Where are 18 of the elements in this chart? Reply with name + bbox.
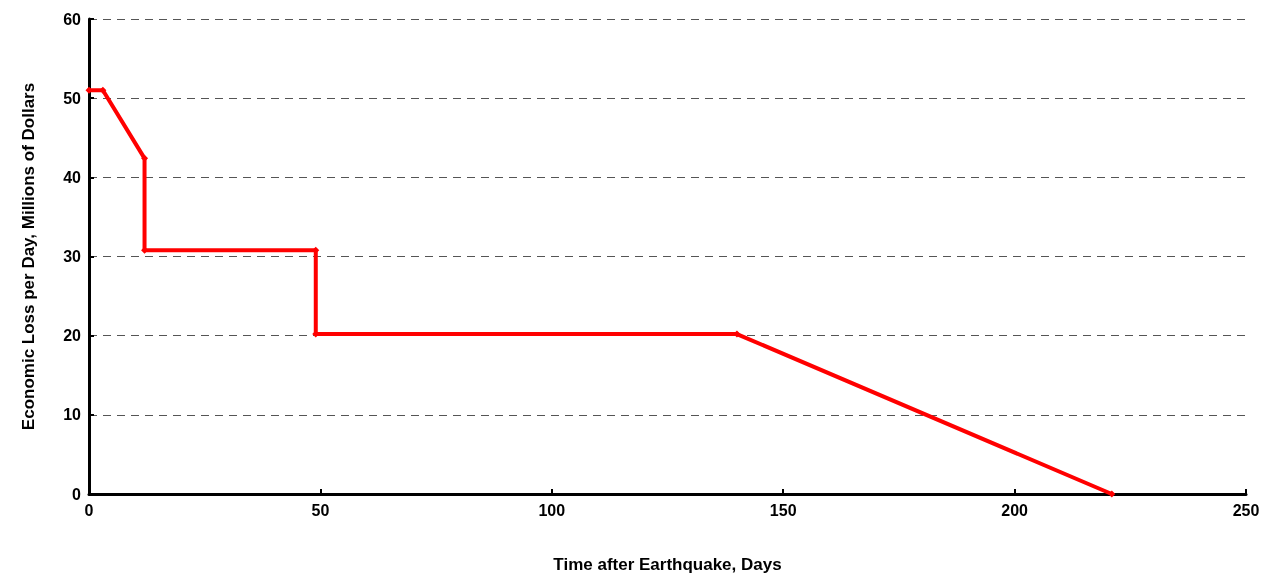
x-tick-label: 150: [769, 501, 797, 519]
y-tick-label: 50: [63, 89, 82, 107]
x-tick-label: 100: [538, 501, 566, 519]
y-tick-label: 40: [63, 168, 82, 186]
y-axis-title: Economic Loss per Day, Millions of Dollars: [19, 82, 38, 431]
point: [1108, 490, 1116, 498]
point: [312, 246, 320, 254]
x-tick-label: 200: [1001, 501, 1029, 519]
x-tick-label: 0: [84, 501, 94, 519]
x-tick-label: 50: [311, 501, 330, 519]
y-tick-label: 30: [63, 248, 82, 265]
point: [141, 154, 149, 162]
y-tick-label: 20: [63, 327, 82, 345]
y-tick-label: 0: [72, 485, 82, 503]
x-tick-label: 250: [1232, 501, 1260, 519]
x-axis-title: Time after Earthquake, Days: [553, 555, 782, 574]
y-tick-label: 10: [63, 406, 82, 424]
y-tick-label: 60: [63, 10, 82, 28]
